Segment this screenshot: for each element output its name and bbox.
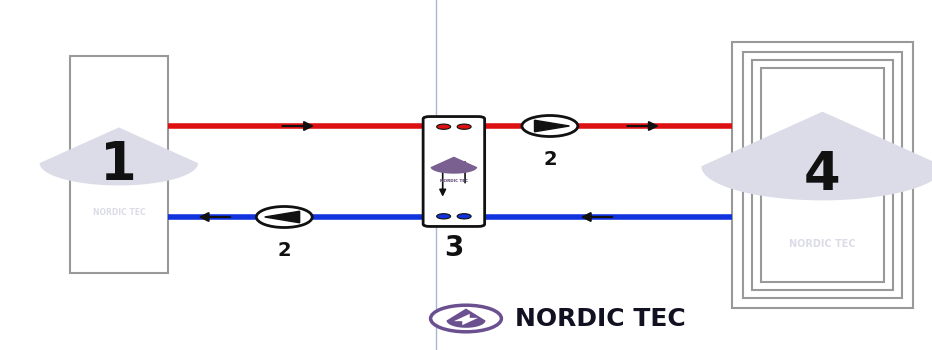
Bar [761, 68, 884, 282]
Bar [752, 60, 893, 290]
Polygon shape [39, 127, 199, 186]
Bar [70, 56, 168, 273]
Polygon shape [265, 211, 300, 223]
Circle shape [457, 124, 472, 130]
Circle shape [436, 214, 451, 219]
Text: 2: 2 [278, 241, 291, 260]
Bar [743, 52, 902, 298]
Text: 2: 2 [543, 150, 556, 169]
Text: 1: 1 [101, 139, 137, 190]
Text: NORDIC TEC: NORDIC TEC [515, 307, 686, 330]
Text: NORDIC TEC: NORDIC TEC [789, 239, 856, 249]
Polygon shape [702, 112, 932, 200]
Text: 4: 4 [804, 149, 841, 201]
Circle shape [522, 116, 578, 136]
Circle shape [431, 305, 501, 332]
Polygon shape [431, 157, 477, 174]
Polygon shape [534, 120, 569, 132]
FancyBboxPatch shape [423, 117, 485, 226]
Polygon shape [454, 314, 478, 325]
Bar [732, 42, 913, 308]
Text: NORDIC TEC: NORDIC TEC [92, 208, 145, 217]
Polygon shape [446, 309, 486, 328]
Text: 3: 3 [445, 234, 463, 262]
Text: NORDIC TEC: NORDIC TEC [440, 179, 468, 183]
Circle shape [256, 206, 312, 228]
Circle shape [436, 124, 451, 130]
Circle shape [457, 214, 472, 219]
